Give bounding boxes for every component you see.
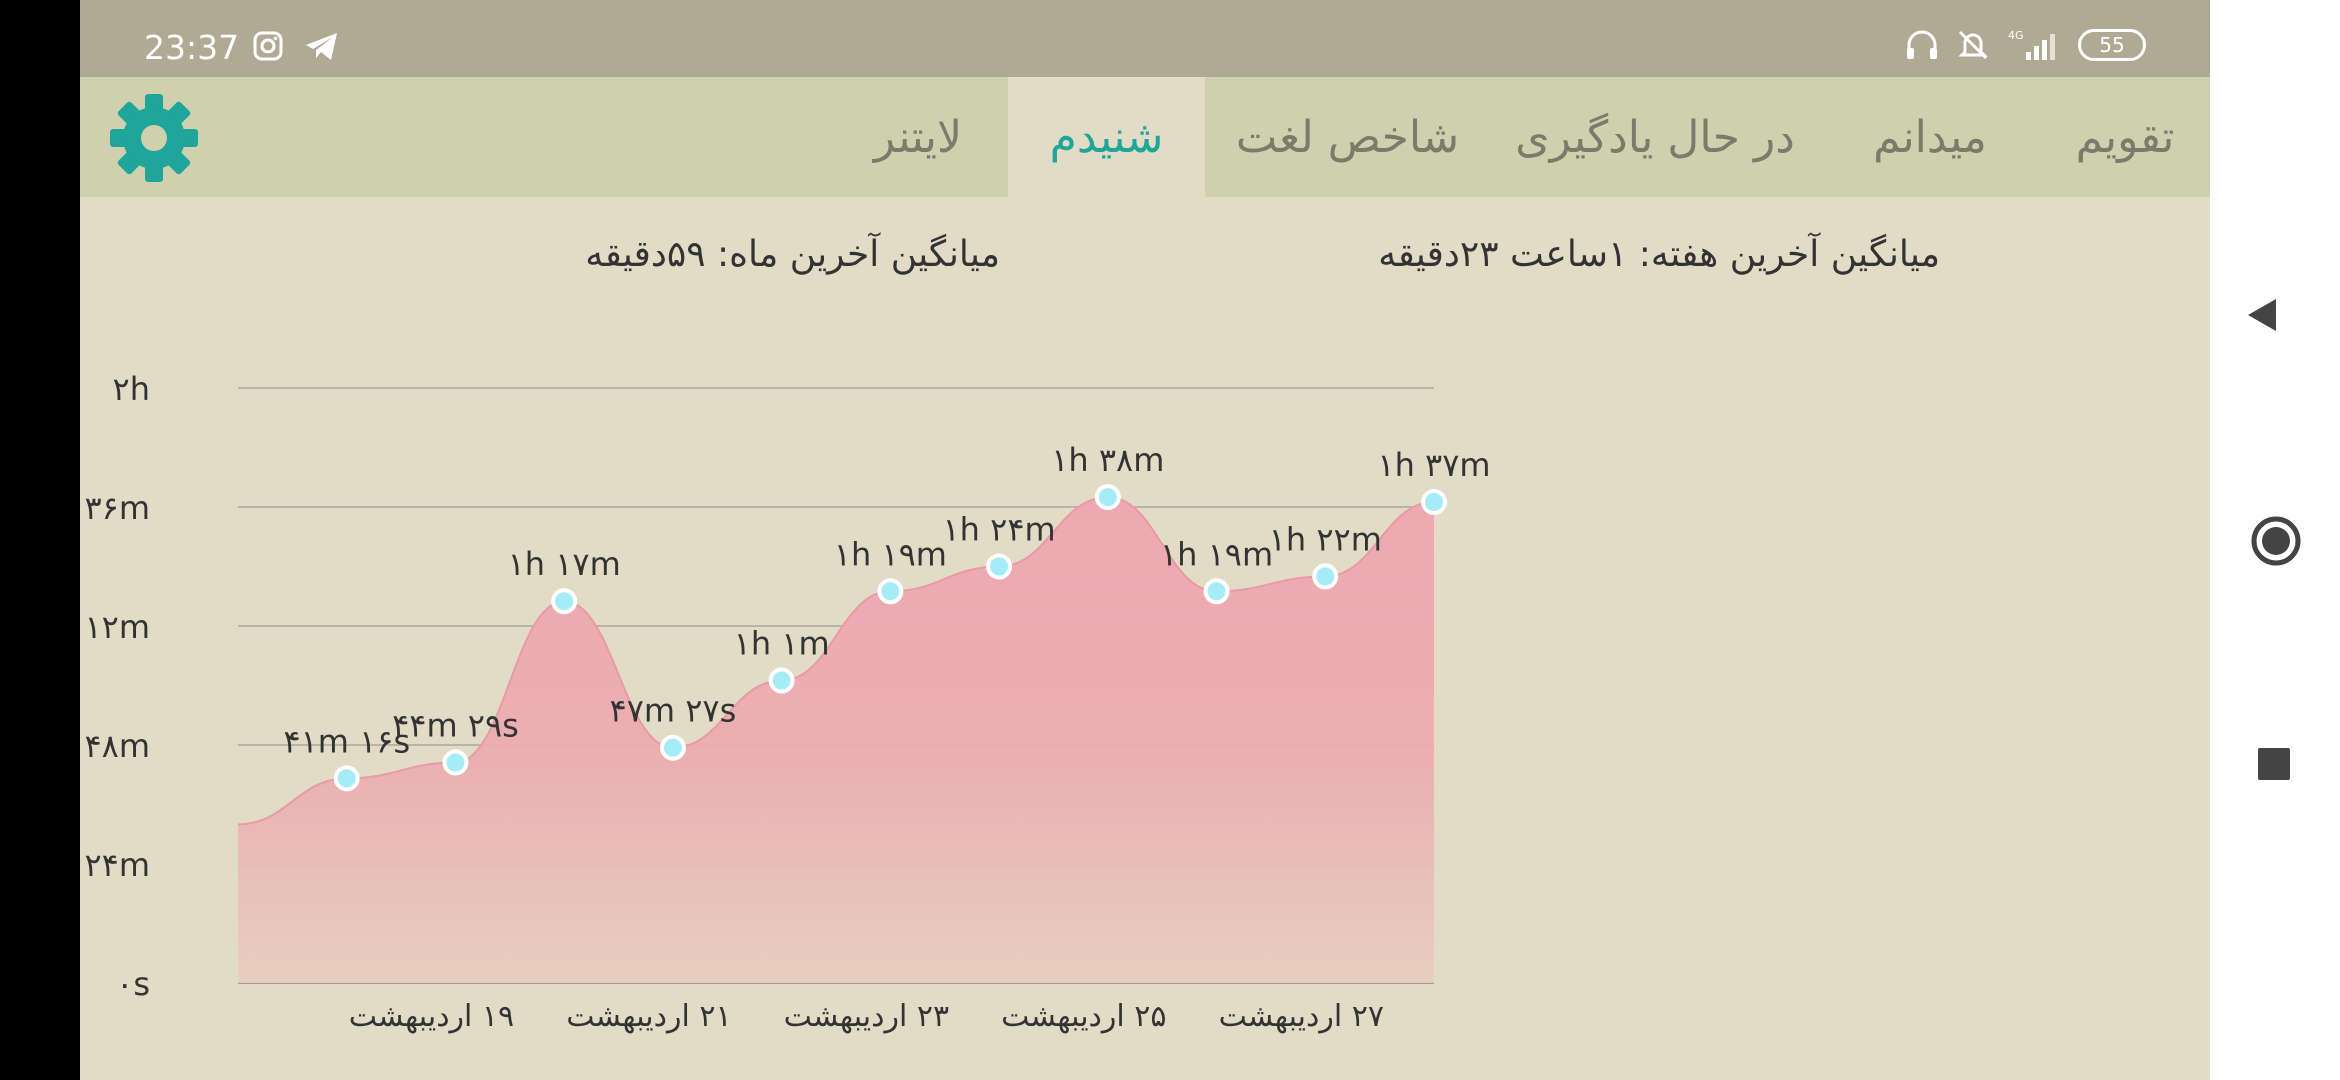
data-label: ۱h ۳۷m [1377, 446, 1490, 484]
data-point [1312, 563, 1339, 590]
data-point [1421, 489, 1447, 516]
x-tick-label: ۲۵ اردیبهشت [1001, 999, 1166, 1034]
status-time: 23:37 [144, 28, 240, 67]
status-bar: 23:37 4G [80, 0, 2210, 77]
telegram-icon [306, 33, 337, 60]
y-tick-label: ۰s [116, 965, 150, 1003]
instagram-icon [253, 31, 283, 61]
week-average: میانگین آخرین هفته: ۱ساعت ۲۳دقیقه [1378, 234, 1940, 275]
data-label: ۱h ۱m [734, 625, 830, 663]
screen-edge [0, 0, 80, 1080]
data-label: ۱h ۲۴m [942, 511, 1055, 549]
data-point [986, 553, 1013, 580]
home-icon[interactable] [2250, 515, 2302, 567]
data-label: ۱h ۲۲m [1269, 520, 1382, 558]
svg-text:4G: 4G [2008, 29, 2024, 42]
data-point [659, 734, 686, 761]
data-label: ۱h ۳۸m [1051, 441, 1164, 479]
x-tick-label: ۲۳ اردیبهشت [784, 999, 949, 1034]
bell-off-icon [1958, 30, 1988, 60]
x-tick-label: ۱۹ اردیبهشت [349, 999, 514, 1034]
signal-4g-icon: 4G [2008, 29, 2055, 60]
data-label: ۴۴m ۲۹s [392, 706, 519, 744]
data-point [1094, 484, 1121, 511]
data-point [551, 588, 578, 615]
tab-calendar[interactable]: تقویم [2075, 111, 2175, 163]
area-fill [238, 497, 1434, 983]
status-left-icons [252, 30, 340, 62]
y-tick-label: ۲۴m [84, 846, 150, 884]
data-point [1203, 578, 1230, 605]
tab-learning[interactable]: در حال یادگیری [1515, 111, 1795, 163]
tab-leitner[interactable]: لایتنر [873, 111, 963, 163]
settings-gear-icon[interactable] [108, 92, 200, 184]
y-tick-label: ۱h ۳۶m [80, 489, 150, 527]
data-label: ۴۷m ۲۷s [610, 692, 737, 730]
y-tick-label: ۱h ۱۲m [80, 608, 150, 646]
tab-heard[interactable]: شنیدم [1008, 77, 1205, 197]
data-point [877, 578, 904, 605]
recents-icon[interactable] [2256, 746, 2292, 782]
data-label: ۱h ۱۹m [834, 535, 947, 573]
app-window: 23:37 4G [80, 0, 2210, 1080]
data-label: ۴۱m ۱۶s [283, 722, 410, 760]
tab-known[interactable]: میدانم [1873, 111, 1987, 163]
data-label: ۱h ۱۹m [1160, 535, 1273, 573]
data-label: ۱h ۱۷m [508, 545, 621, 583]
headset-icon [1907, 30, 1937, 59]
listening-time-chart: ۰s ۲۴m ۴۸m ۱h ۱۲m ۱h ۳۶m ۲h ۱۹ اردیبهشت ۲۱ ارد… [80, 370, 1491, 1034]
month-average: میانگین آخرین ماه: ۵۹دقیقه [585, 234, 1000, 275]
back-icon[interactable] [2242, 293, 2282, 337]
navigation-bar [2210, 0, 2340, 1080]
tab-word-index[interactable]: شاخص لغت [1235, 111, 1460, 163]
y-tick-label: ۴۸m [84, 727, 150, 765]
data-point [768, 667, 795, 694]
x-tick-label: ۲۷ اردیبهشت [1219, 999, 1384, 1034]
data-point [442, 749, 469, 776]
y-tick-label: ۲h [113, 370, 150, 408]
battery-indicator: 55 [2078, 29, 2146, 61]
data-point [333, 765, 360, 792]
x-tick-label: ۲۱ اردیبهشت [566, 999, 731, 1034]
status-right-icons: 4G 55 [1904, 28, 2146, 62]
